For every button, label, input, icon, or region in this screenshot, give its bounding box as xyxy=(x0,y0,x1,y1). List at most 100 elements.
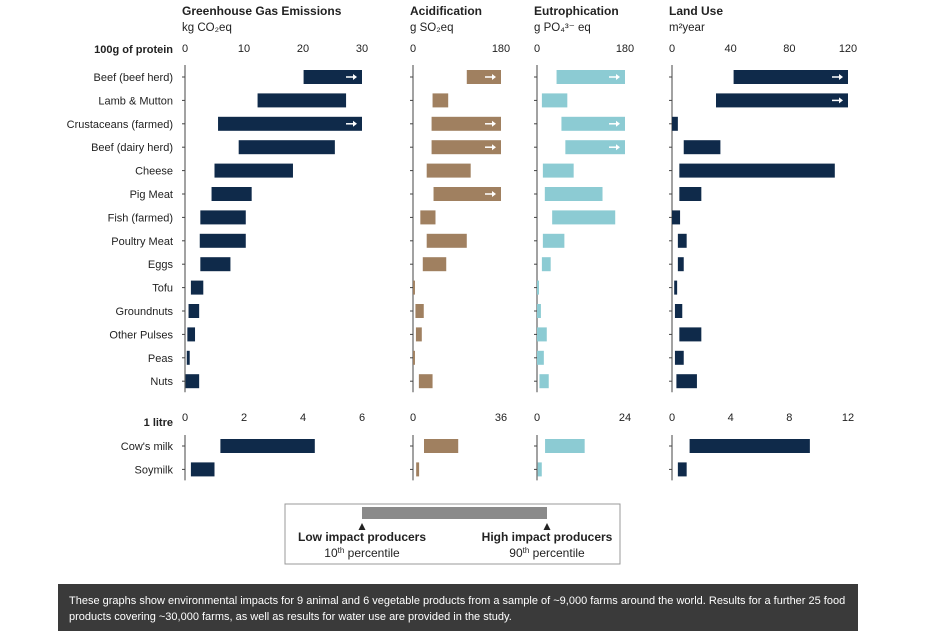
bar-acidification-nuts xyxy=(418,374,433,389)
tick-label-greenhouse-gas-emissions-1-4: 4 xyxy=(300,412,306,424)
legend-bar xyxy=(362,507,547,519)
bar-greenhouse-gas-emissions-eggs xyxy=(200,257,231,272)
panel-title-acidification: Acidification xyxy=(410,4,482,18)
overflow-arrow-head-greenhouse-gas-emissions-crustaceans-farmed xyxy=(353,120,357,127)
bar-acidification-crustaceans-farmed xyxy=(431,116,501,131)
bar-eutrophication-beef-dairy-herd xyxy=(565,140,625,155)
bar-land-use-crustaceans-farmed xyxy=(672,116,678,131)
bar-land-use-lamb-mutton xyxy=(716,93,848,108)
tick-label-acidification-0-0: 0 xyxy=(410,43,416,55)
category-label-tofu: Tofu xyxy=(152,283,173,295)
legend-low-label: Low impact producers xyxy=(298,530,426,544)
panel-title-land-use: Land Use xyxy=(669,4,723,18)
tick-label-acidification-1-36: 36 xyxy=(495,412,507,424)
bar-land-use-tofu xyxy=(674,280,678,295)
category-label-fish-farmed: Fish (farmed) xyxy=(108,212,173,224)
bar-land-use-peas xyxy=(674,350,684,365)
legend-low-marker xyxy=(358,523,366,530)
overflow-arrow-head-eutrophication-beef-dairy-herd xyxy=(616,144,620,151)
bar-acidification-peas xyxy=(413,350,415,365)
legend-low-percentile: 10th percentile xyxy=(324,546,400,560)
bar-land-use-groundnuts xyxy=(674,304,683,318)
bar-eutrophication-cheese xyxy=(542,163,574,178)
bar-land-use-eggs xyxy=(677,257,684,272)
bar-land-use-fish-farmed xyxy=(672,210,681,225)
bar-land-use-cow-s-milk xyxy=(689,439,810,453)
tick-label-greenhouse-gas-emissions-0-20: 20 xyxy=(297,43,309,55)
tick-label-greenhouse-gas-emissions-1-2: 2 xyxy=(241,412,247,424)
tick-label-eutrophication-0-0: 0 xyxy=(534,43,540,55)
bar-acidification-other-pulses xyxy=(415,327,422,342)
bar-greenhouse-gas-emissions-groundnuts xyxy=(188,304,200,318)
overflow-arrow-head-land-use-lamb-mutton xyxy=(839,97,843,104)
bar-greenhouse-gas-emissions-beef-dairy-herd xyxy=(238,140,335,155)
bar-greenhouse-gas-emissions-peas xyxy=(186,350,190,365)
category-label-nuts: Nuts xyxy=(150,376,173,388)
tick-label-greenhouse-gas-emissions-1-0: 0 xyxy=(182,412,188,424)
category-label-crustaceans-farmed: Crustaceans (farmed) xyxy=(67,119,173,131)
panel-unit-land-use: m²year xyxy=(669,22,705,34)
bar-land-use-beef-beef-herd xyxy=(733,70,848,84)
panel-title-greenhouse-gas-emissions: Greenhouse Gas Emissions xyxy=(182,4,342,18)
bar-eutrophication-poultry-meat xyxy=(542,233,565,248)
bar-eutrophication-soymilk xyxy=(537,462,542,477)
overflow-arrow-head-acidification-pig-meat xyxy=(492,191,496,197)
tick-label-eutrophication-1-0: 0 xyxy=(534,412,540,424)
bar-greenhouse-gas-emissions-beef-beef-herd xyxy=(303,70,362,84)
category-label-beef-dairy-herd: Beef (dairy herd) xyxy=(91,142,173,154)
bar-acidification-lamb-mutton xyxy=(432,93,449,108)
bar-acidification-fish-farmed xyxy=(420,210,436,225)
overflow-arrow-head-acidification-beef-beef-herd xyxy=(492,74,496,80)
bar-acidification-eggs xyxy=(422,257,447,272)
bar-acidification-groundnuts xyxy=(415,304,424,318)
bar-greenhouse-gas-emissions-pig-meat xyxy=(211,187,252,201)
overflow-arrow-head-land-use-beef-beef-herd xyxy=(839,74,843,80)
category-label-groundnuts: Groundnuts xyxy=(116,306,174,318)
category-label-eggs: Eggs xyxy=(148,259,174,271)
bar-acidification-pig-meat xyxy=(433,187,501,201)
bar-land-use-soymilk xyxy=(677,462,687,477)
category-label-soymilk: Soymilk xyxy=(134,464,173,476)
category-label-pig-meat: Pig Meat xyxy=(130,189,173,201)
overflow-arrow-head-acidification-beef-dairy-herd xyxy=(492,144,496,151)
legend-high-label: High impact producers xyxy=(482,530,613,544)
category-label-peas: Peas xyxy=(148,353,174,365)
bar-acidification-beef-beef-herd xyxy=(466,70,501,84)
tick-label-greenhouse-gas-emissions-0-10: 10 xyxy=(238,43,250,55)
bar-eutrophication-lamb-mutton xyxy=(541,93,568,108)
bar-eutrophication-groundnuts xyxy=(537,304,541,318)
bar-greenhouse-gas-emissions-lamb-mutton xyxy=(257,93,347,108)
panel-title-eutrophication: Eutrophication xyxy=(534,4,619,18)
tick-label-land-use-1-0: 0 xyxy=(669,412,675,424)
bar-acidification-soymilk xyxy=(416,462,420,477)
bar-eutrophication-tofu xyxy=(537,280,539,295)
tick-label-eutrophication-1-24: 24 xyxy=(619,412,631,424)
category-label-other-pulses: Other Pulses xyxy=(109,329,173,341)
overflow-arrow-head-acidification-crustaceans-farmed xyxy=(492,120,496,127)
bar-land-use-nuts xyxy=(676,374,697,389)
tick-label-land-use-1-4: 4 xyxy=(728,412,734,424)
bar-acidification-cheese xyxy=(426,163,471,178)
tick-label-land-use-1-8: 8 xyxy=(786,412,792,424)
bar-eutrophication-nuts xyxy=(539,374,549,389)
environmental-impact-chart: 100g of protein Beef (beef herd) Lamb & Mu… xyxy=(67,4,857,565)
category-label-cow-s-milk: Cow's milk xyxy=(121,441,174,453)
panel-unit-eutrophication: g PO₄³⁻ eq xyxy=(534,22,591,34)
bar-land-use-other-pulses xyxy=(679,327,702,342)
bar-eutrophication-fish-farmed xyxy=(552,210,616,225)
tick-label-greenhouse-gas-emissions-0-30: 30 xyxy=(356,43,368,55)
bar-eutrophication-other-pulses xyxy=(537,327,547,342)
bar-acidification-beef-dairy-herd xyxy=(431,140,501,155)
bar-greenhouse-gas-emissions-soymilk xyxy=(190,462,215,477)
panel-unit-acidification: g SO₂eq xyxy=(410,22,453,34)
bar-acidification-cow-s-milk xyxy=(424,439,459,453)
tick-label-land-use-0-0: 0 xyxy=(669,43,675,55)
group-label-100g-of-protein: 100g of protein xyxy=(94,44,173,56)
bar-land-use-poultry-meat xyxy=(677,233,687,248)
tick-label-greenhouse-gas-emissions-1-6: 6 xyxy=(359,412,365,424)
bar-eutrophication-peas xyxy=(537,350,544,365)
category-label-poultry-meat: Poultry Meat xyxy=(111,236,173,248)
tick-label-eutrophication-0-180: 180 xyxy=(616,43,634,55)
bar-land-use-pig-meat xyxy=(679,187,702,201)
tick-label-land-use-1-12: 12 xyxy=(842,412,854,424)
